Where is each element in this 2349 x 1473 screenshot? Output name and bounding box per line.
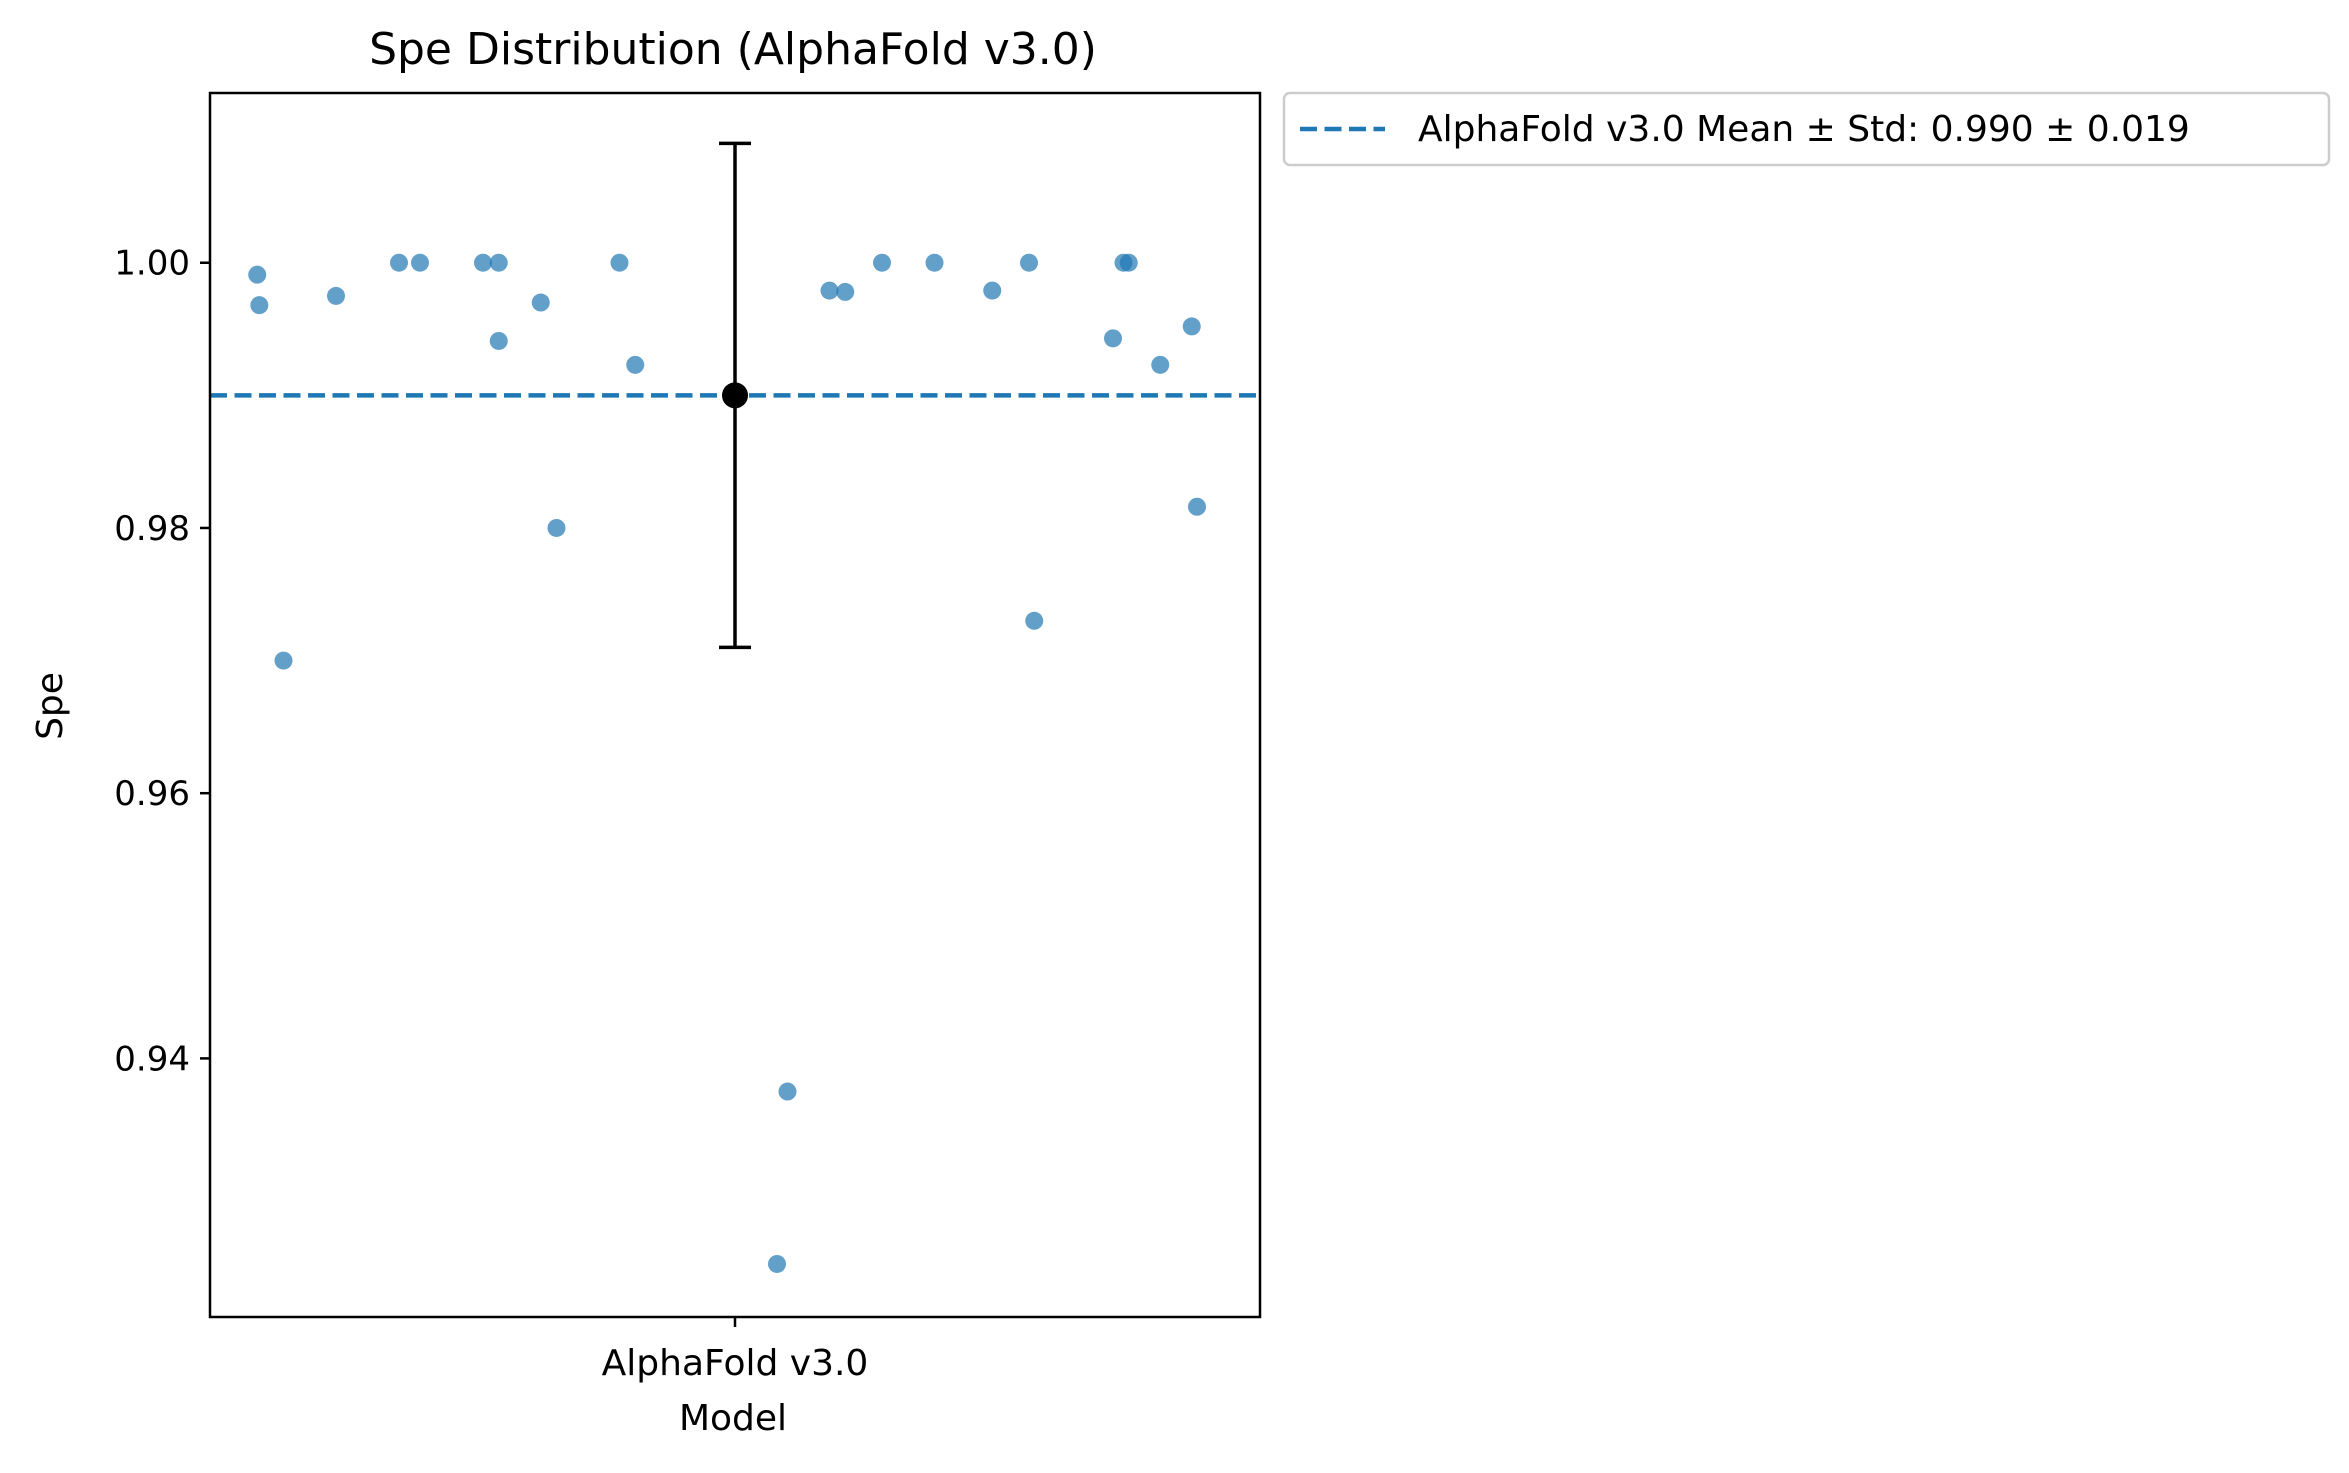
data-point	[1119, 253, 1138, 272]
mean-marker	[722, 382, 748, 409]
data-point	[1104, 329, 1122, 348]
data-point	[531, 293, 550, 312]
chart-title: Spe Distribution (AlphaFold v3.0)	[369, 24, 1097, 75]
data-point	[1188, 497, 1206, 516]
data-point	[390, 253, 408, 272]
data-point	[248, 265, 267, 284]
legend-box	[1282, 91, 2331, 167]
data-point	[1151, 355, 1170, 374]
data-point	[610, 253, 629, 272]
y-tick-label: 0.96	[114, 774, 190, 814]
data-point	[474, 253, 492, 272]
data-point	[411, 253, 429, 272]
legend-label: AlphaFold v3.0 Mean ± Std: 0.990 ± 0.019	[1418, 109, 2190, 150]
data-point	[489, 331, 508, 350]
data-point	[489, 253, 508, 272]
data-point	[1025, 611, 1044, 630]
data-point	[250, 296, 269, 315]
data-point	[983, 281, 1002, 300]
data-point	[274, 651, 293, 670]
data-point	[820, 281, 839, 300]
y-axis-label: Spe	[30, 672, 71, 740]
y-tick-label: 1.00	[114, 244, 190, 284]
x-axis-label: Model	[679, 1398, 787, 1439]
data-point	[547, 518, 566, 537]
data-point	[778, 1082, 797, 1101]
legend: AlphaFold v3.0 Mean ± Std: 0.990 ± 0.019	[1282, 91, 2331, 167]
y-tick-label: 0.98	[114, 509, 190, 549]
data-point	[925, 253, 944, 272]
data-point	[1020, 253, 1038, 272]
data-point	[836, 282, 855, 301]
data-point	[626, 355, 645, 374]
data-point	[1182, 317, 1201, 336]
data-point	[873, 253, 891, 272]
y-tick-label: 0.94	[114, 1039, 190, 1079]
plot-area: 0.94 0.96 0.98 1.00 AlphaFold v3.0	[114, 91, 1262, 1384]
x-tick-label: AlphaFold v3.0	[602, 1343, 869, 1384]
data-point	[768, 1254, 786, 1273]
data-point	[327, 286, 345, 305]
